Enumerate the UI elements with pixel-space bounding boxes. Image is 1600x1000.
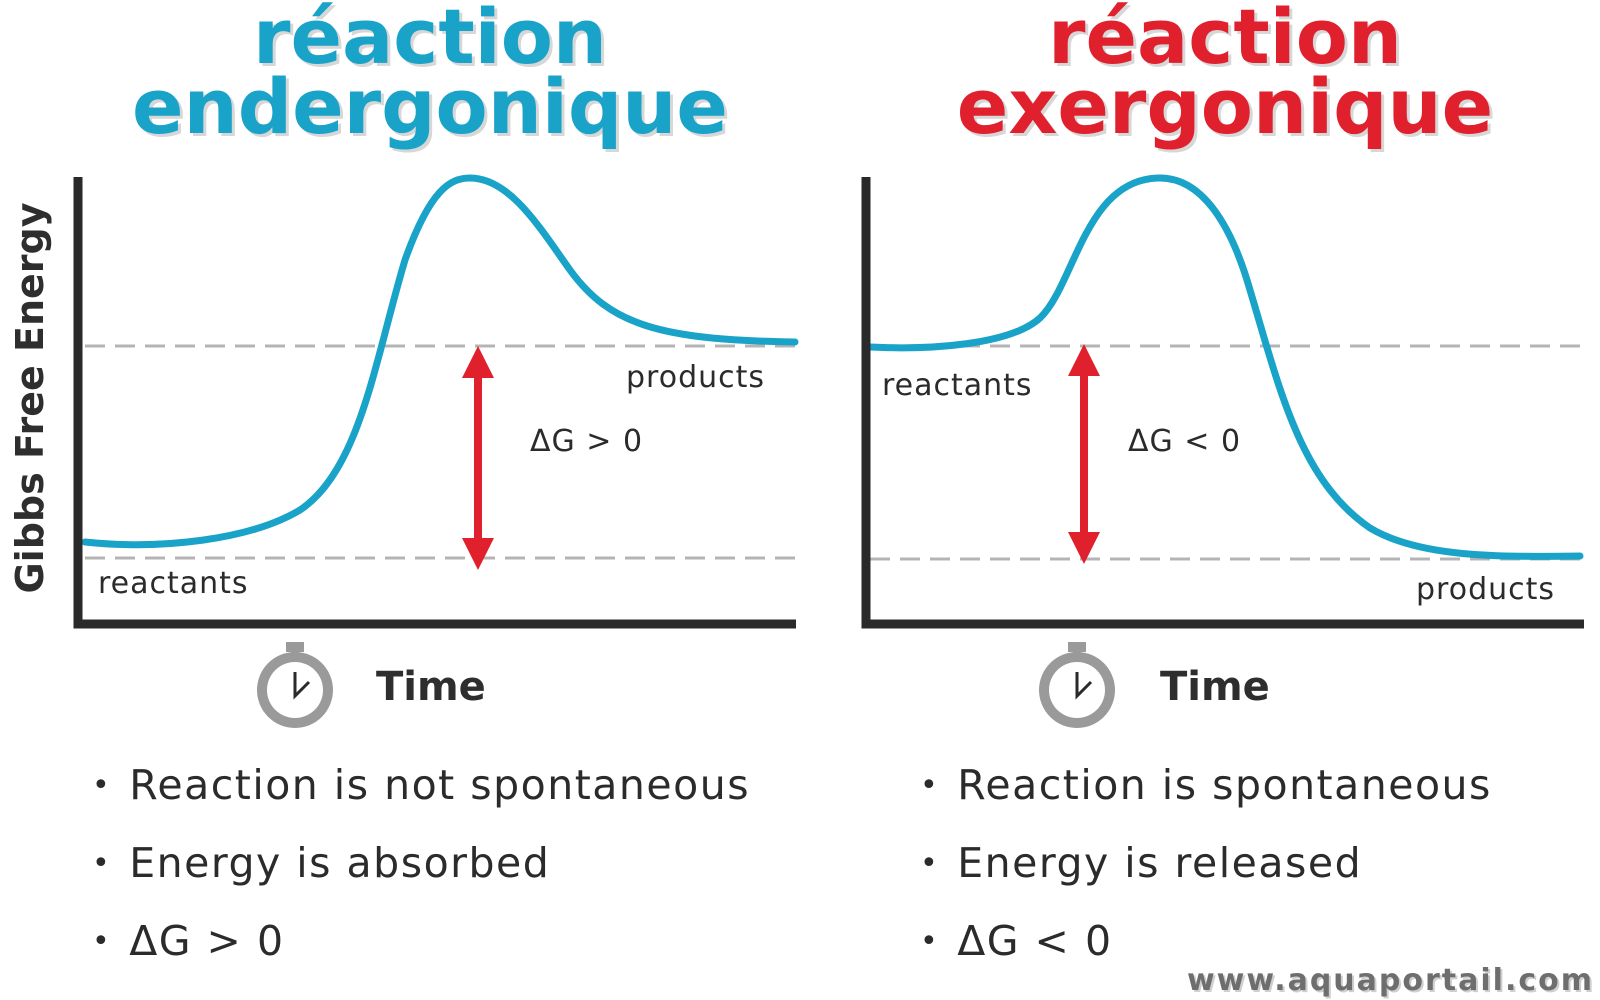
stopwatch-icon [1039,642,1115,728]
endergonic-products-label: products [626,360,766,395]
endergonic-delta-label: ΔG > 0 [530,424,644,459]
list-item: ΔG > 0 [92,902,750,980]
endergonic-energy-curve [81,174,799,549]
title-endergonic: réaction endergonique [50,0,810,151]
endergonic-bullet-list: Reaction is not spontaneous Energy is ab… [92,746,750,980]
exergonic-chart [861,174,1584,629]
list-item: Energy is released [920,824,1492,902]
title-endergonic-line1: réaction [252,0,608,81]
title-exergonic: réaction exergonique [845,0,1600,151]
list-item: ΔG < 0 [920,902,1492,980]
title-exergonic-line2: exergonique [956,62,1494,151]
exergonic-bullet-list: Reaction is spontaneous Energy is releas… [920,746,1492,980]
watermark: www.aquaportail.com [1186,963,1594,998]
endergonic-reactants-label: reactants [98,566,249,601]
stopwatch-icon [257,642,333,728]
exergonic-energy-curve [866,174,1584,560]
exergonic-reactants-label: reactants [882,368,1033,403]
exergonic-delta-label: ΔG < 0 [1128,424,1242,459]
list-item: Reaction is not spontaneous [92,746,750,824]
list-item: Reaction is spontaneous [920,746,1492,824]
exergonic-time-label: Time [1160,664,1270,710]
title-endergonic-line2: endergonique [132,62,728,151]
exergonic-products-label: products [1416,572,1556,607]
endergonic-axes [73,177,796,629]
exergonic-axes [861,177,1584,629]
endergonic-time-label: Time [376,664,486,710]
endergonic-chart [73,174,799,629]
title-exergonic-line1: réaction [1047,0,1403,81]
list-item: Energy is absorbed [92,824,750,902]
